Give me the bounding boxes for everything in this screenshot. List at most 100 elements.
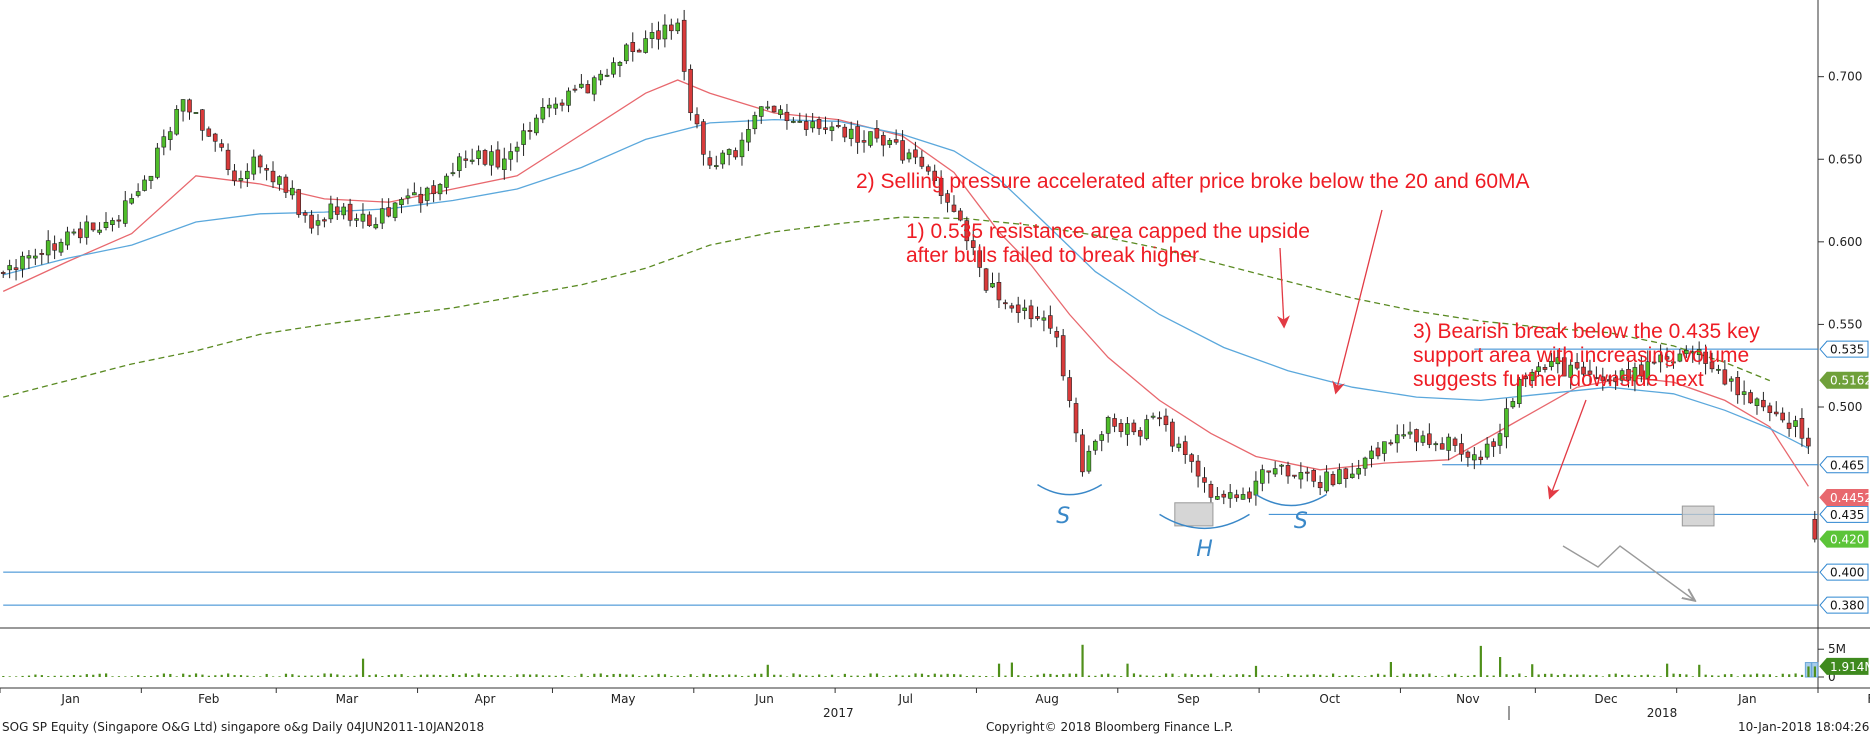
volume-bar — [1415, 673, 1418, 677]
volume-bar — [1479, 645, 1482, 677]
level-tag-0.465: 0.465 — [1830, 458, 1864, 472]
volume-last-tag: 1.914M — [1830, 660, 1870, 674]
candle-down — [945, 193, 950, 203]
volume-bar — [1261, 675, 1264, 677]
volume-bar — [104, 673, 108, 677]
candle-down — [1375, 447, 1381, 457]
candle-down — [1761, 399, 1766, 408]
volume-bar — [130, 676, 133, 677]
copyright: Copyright© 2018 Bloomberg Finance L.P. — [986, 720, 1234, 734]
candle-down — [983, 268, 989, 291]
volume-bar — [972, 675, 975, 677]
candle-up — [142, 179, 147, 191]
candle-down — [1786, 422, 1792, 429]
candle-up — [1253, 480, 1259, 496]
candle-down — [1780, 412, 1785, 421]
candle-down — [823, 127, 828, 130]
volume-bar — [625, 674, 628, 677]
volume-bar — [1023, 676, 1026, 677]
candle-down — [1304, 471, 1310, 474]
candle-up — [1099, 434, 1105, 441]
volume-bar — [805, 675, 808, 677]
candle-down — [938, 177, 944, 196]
candle-down — [1067, 377, 1072, 401]
candle-down — [733, 150, 738, 158]
volume-bar — [1396, 675, 1399, 677]
candle-down — [1003, 302, 1008, 305]
volume-bar — [278, 676, 281, 677]
candle-down — [669, 24, 674, 32]
candle-up — [1446, 436, 1451, 451]
candle-up — [1215, 496, 1220, 500]
volume-bar — [233, 675, 236, 677]
instrument-title: SOG SP Equity (Singapore O&G Ltd) singap… — [2, 720, 485, 734]
volume-bar — [715, 675, 718, 677]
candle-up — [604, 74, 610, 77]
price-tag-0.4452: 0.4452 — [1830, 491, 1870, 505]
volume-bar — [1736, 676, 1739, 677]
volume-bar — [1042, 673, 1046, 677]
volume-bar — [965, 676, 969, 677]
volume-bar — [779, 674, 782, 677]
candle-up — [373, 224, 379, 229]
candle-down — [1009, 305, 1015, 309]
volume-bar — [734, 674, 737, 677]
candle-down — [874, 128, 880, 139]
volume-bar — [1537, 674, 1540, 677]
candle-up — [1754, 398, 1760, 406]
candle-down — [1561, 357, 1567, 377]
level-tag-0.380: 0.380 — [1830, 599, 1864, 613]
price-tick-label: 0.500 — [1828, 400, 1862, 414]
volume-bar — [1132, 673, 1136, 677]
candle-up — [1677, 353, 1683, 362]
candle-up — [1279, 464, 1284, 467]
volume-bar — [1543, 673, 1547, 677]
volume-bar — [586, 676, 589, 677]
volume-bar — [561, 675, 564, 677]
candle-up — [1504, 408, 1509, 438]
candle-down — [1202, 477, 1207, 483]
volume-bar — [1364, 676, 1367, 677]
candle-down — [1073, 403, 1079, 434]
candle-up — [566, 90, 571, 106]
candle-down — [1414, 429, 1419, 443]
volume-bar — [291, 674, 294, 677]
candle-down — [964, 220, 970, 242]
candle-down — [784, 111, 790, 122]
candle-down — [701, 121, 706, 155]
volume-bar — [336, 674, 339, 677]
candle-up — [579, 83, 584, 88]
timestamp: 10-Jan-2018 18:04:26 — [1738, 720, 1870, 734]
volume-bar — [798, 674, 801, 677]
candle-up — [1125, 423, 1130, 435]
volume-bar — [1158, 675, 1161, 677]
volume-bar — [40, 675, 43, 677]
candle-up — [1349, 473, 1355, 478]
volume-bar — [1499, 657, 1502, 677]
volume-bar — [593, 673, 596, 677]
price-tag-0.4452-bg — [1819, 488, 1869, 506]
candle-down — [977, 250, 982, 268]
candle-down — [418, 193, 424, 204]
volume-bar — [708, 673, 712, 677]
volume-bar — [156, 675, 159, 677]
candle-down — [771, 105, 777, 113]
volume-bar — [631, 674, 634, 677]
candle-up — [508, 151, 514, 160]
candle-down — [707, 157, 713, 166]
volume-bar — [1563, 673, 1566, 677]
candle-down — [861, 140, 867, 143]
candle-down — [431, 185, 436, 195]
candle-up — [1240, 494, 1246, 500]
volume-bar — [1524, 676, 1527, 677]
candle-down — [1478, 456, 1484, 461]
volume-bar — [207, 675, 210, 677]
volume-bar — [1287, 673, 1290, 677]
candle-down — [1427, 433, 1432, 445]
candle-down — [559, 102, 565, 106]
volume-bar — [79, 675, 82, 677]
candle-up — [1362, 457, 1368, 469]
volume-bar — [792, 673, 795, 677]
candle-up — [148, 175, 154, 181]
candle-down — [1388, 442, 1394, 445]
